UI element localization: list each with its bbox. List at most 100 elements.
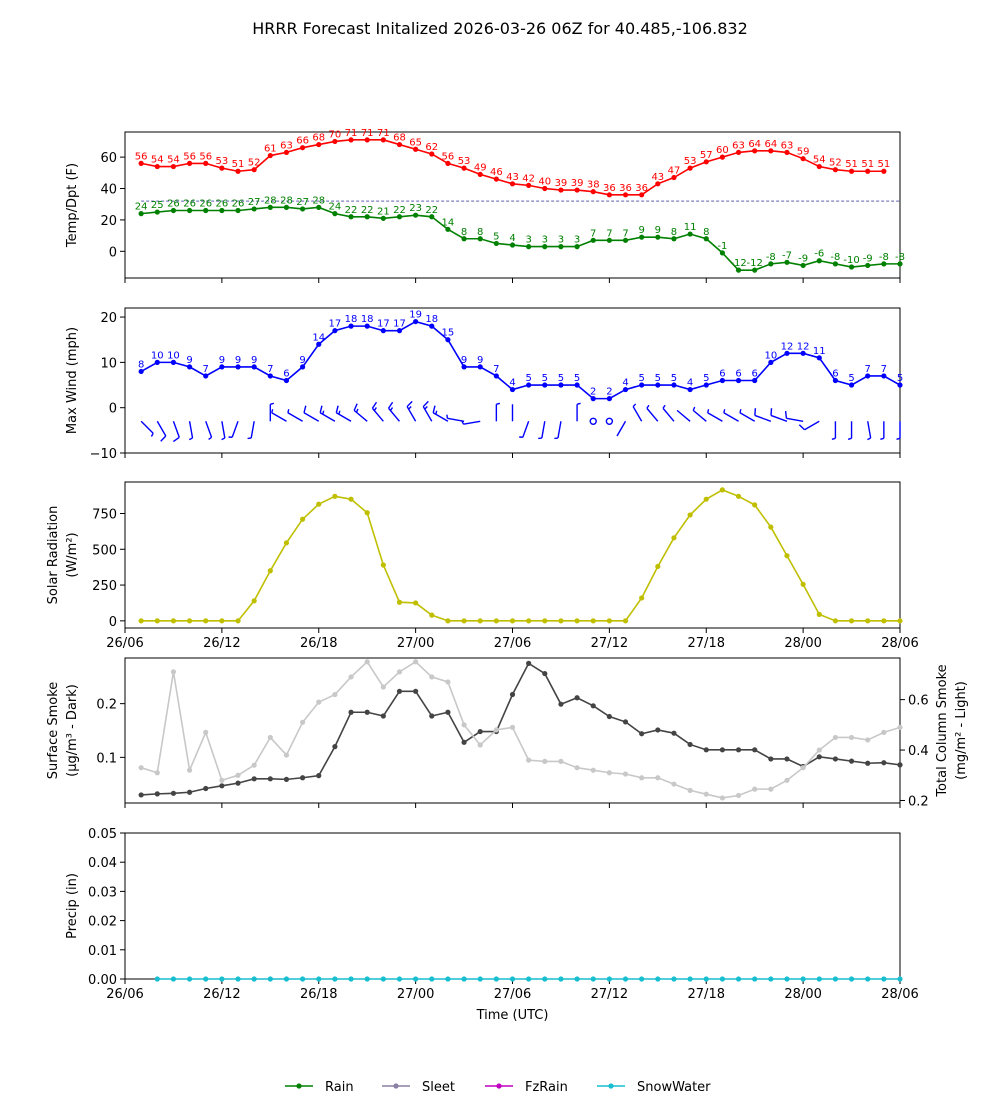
- data-label: 71: [345, 128, 358, 139]
- x-axis-label: Time (UTC): [476, 1008, 549, 1023]
- data-point: [752, 377, 758, 384]
- data-point: [348, 976, 354, 982]
- data-point: [154, 163, 160, 170]
- data-point: [316, 141, 322, 148]
- data-label: 68: [312, 133, 325, 144]
- data-label: 14: [312, 332, 325, 343]
- data-point: [477, 742, 483, 748]
- data-point: [203, 160, 209, 166]
- data-point: [170, 669, 177, 675]
- data-point: [477, 171, 483, 177]
- x-tick-label: 26/06: [106, 987, 143, 1002]
- wind-barb: [172, 421, 180, 443]
- data-point: [396, 976, 403, 982]
- data-point: [300, 516, 306, 522]
- data-point: [429, 976, 435, 982]
- data-point: [251, 167, 257, 173]
- data-point: [267, 976, 273, 982]
- data-label: -8: [830, 252, 840, 263]
- data-point: [186, 618, 193, 624]
- data-point: [170, 618, 177, 624]
- data-point: [461, 236, 467, 242]
- wind-barb: [205, 421, 213, 440]
- data-point: [897, 976, 903, 982]
- data-label: 53: [684, 156, 697, 167]
- data-point: [800, 976, 806, 982]
- data-point: [590, 976, 596, 982]
- data-label: 18: [425, 314, 438, 325]
- y-tick-label: 20: [100, 311, 117, 326]
- wind-barb: [461, 420, 481, 425]
- data-point: [526, 182, 532, 188]
- data-point: [606, 618, 612, 624]
- data-point: [671, 781, 677, 787]
- data-point: [768, 359, 774, 365]
- data-point: [784, 553, 790, 559]
- panel-3: 26/06 26/12 26/18 27/00 27/06 27/12 27/18 28/00…: [46, 481, 919, 651]
- data-point: [477, 728, 483, 735]
- wind-barb: [422, 400, 433, 422]
- series-line: [141, 206, 900, 271]
- data-point: [429, 214, 435, 220]
- data-label: 4: [687, 378, 693, 389]
- x-tick-label: 27/12: [591, 636, 628, 651]
- data-point: [800, 765, 806, 771]
- data-point: [832, 377, 839, 384]
- y-tick-label: 0.02: [88, 915, 117, 930]
- data-label: -12: [730, 258, 746, 269]
- data-point: [832, 618, 839, 624]
- data-label: 24: [135, 202, 148, 213]
- data-point: [396, 688, 403, 694]
- data-point: [558, 382, 564, 388]
- data-point: [752, 148, 758, 154]
- data-label: -1: [717, 241, 727, 252]
- data-point: [639, 976, 645, 982]
- x-tick-label: 27/12: [591, 987, 628, 1002]
- x-tick-label: 27/00: [397, 636, 434, 651]
- data-point: [639, 595, 645, 601]
- data-point: [622, 192, 629, 198]
- y-tick-label: 0.01: [88, 944, 117, 959]
- data-point: [784, 149, 790, 156]
- data-label: 26: [216, 198, 229, 209]
- data-point: [865, 618, 871, 624]
- data-label: 26: [167, 198, 180, 209]
- data-point: [283, 377, 290, 384]
- data-point: [639, 192, 645, 198]
- data-point: [655, 563, 661, 570]
- y-axis-label: Precip (in): [65, 873, 80, 939]
- data-point: [219, 976, 225, 982]
- data-point: [251, 976, 257, 982]
- data-point: [186, 207, 193, 214]
- data-point: [380, 976, 386, 982]
- data-point: [574, 244, 580, 250]
- wind-barb: [319, 405, 336, 422]
- wind-barb: [446, 414, 465, 422]
- data-point: [848, 734, 855, 741]
- data-label: 17: [329, 319, 342, 330]
- data-point: [203, 976, 209, 982]
- wind-barb: [387, 401, 401, 422]
- data-point: [848, 382, 855, 388]
- data-label: 5: [574, 373, 580, 384]
- data-point: [526, 244, 532, 250]
- data-point: [703, 236, 709, 242]
- data-point: [881, 373, 887, 379]
- data-point: [687, 787, 693, 793]
- wind-barb: [723, 409, 739, 422]
- wind-barb: [632, 403, 643, 422]
- data-point: [816, 611, 822, 618]
- data-label: 64: [748, 139, 761, 150]
- data-point: [542, 758, 548, 764]
- data-point: [429, 674, 435, 680]
- data-label: 52: [248, 158, 261, 169]
- data-label: 5: [897, 373, 903, 384]
- data-point: [800, 581, 806, 587]
- data-point: [267, 373, 273, 379]
- data-point: [865, 760, 871, 766]
- data-label: 5: [848, 373, 854, 384]
- data-point: [300, 719, 306, 725]
- data-label: -8: [879, 252, 889, 263]
- data-point: [267, 152, 273, 159]
- wind-barb: [247, 421, 255, 440]
